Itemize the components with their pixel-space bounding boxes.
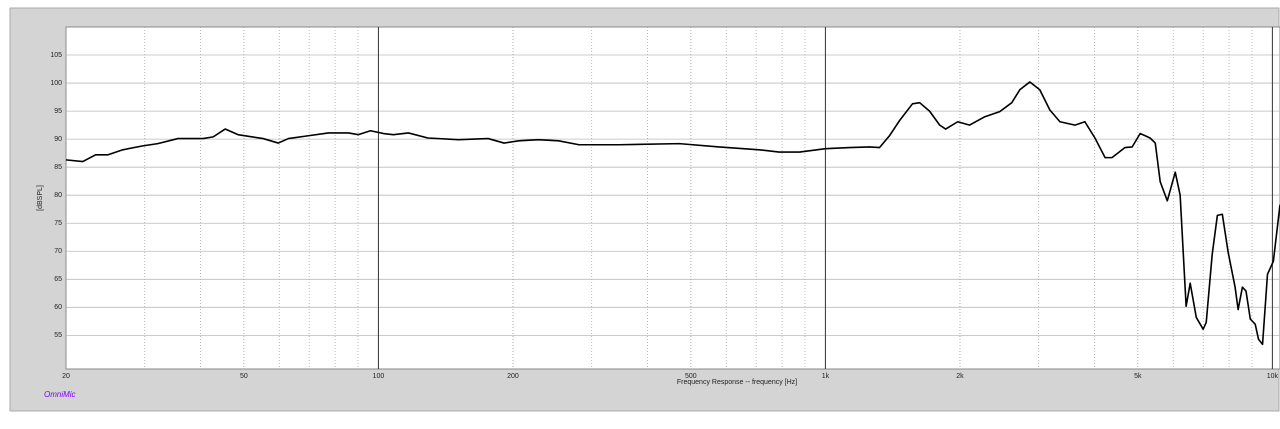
y-tick-label: 70 (54, 248, 62, 255)
y-tick-label: 100 (50, 80, 62, 87)
x-tick-label: 500 (685, 373, 697, 380)
x-tick-label: 100 (373, 373, 385, 380)
x-tick-label: 2k (956, 373, 964, 380)
x-tick-label: 200 (507, 373, 519, 380)
x-axis-label: Frequency Response -- frequency [Hz] (677, 379, 797, 386)
x-tick-label: 50 (240, 373, 248, 380)
y-tick-label: 65 (54, 276, 62, 283)
plot-area (65, 26, 1280, 370)
x-tick-label: 5k (1134, 373, 1142, 380)
y-tick-label: 85 (54, 164, 62, 171)
y-tick-label: 105 (50, 52, 62, 59)
x-tick-label: 1k (822, 373, 830, 380)
x-tick-label: 10k (1267, 373, 1279, 380)
y-tick-label: 75 (54, 220, 62, 227)
y-tick-label: 80 (54, 192, 62, 199)
y-tick-label: 90 (54, 136, 62, 143)
brand-label: OmniMic (44, 390, 76, 399)
y-axis-label: [dBSPL] (37, 185, 44, 211)
y-tick-label: 60 (54, 304, 62, 311)
y-tick-label: 55 (54, 332, 62, 339)
x-tick-label: 20 (62, 373, 70, 380)
y-tick-label: 95 (54, 108, 62, 115)
response-line (65, 81, 1280, 346)
